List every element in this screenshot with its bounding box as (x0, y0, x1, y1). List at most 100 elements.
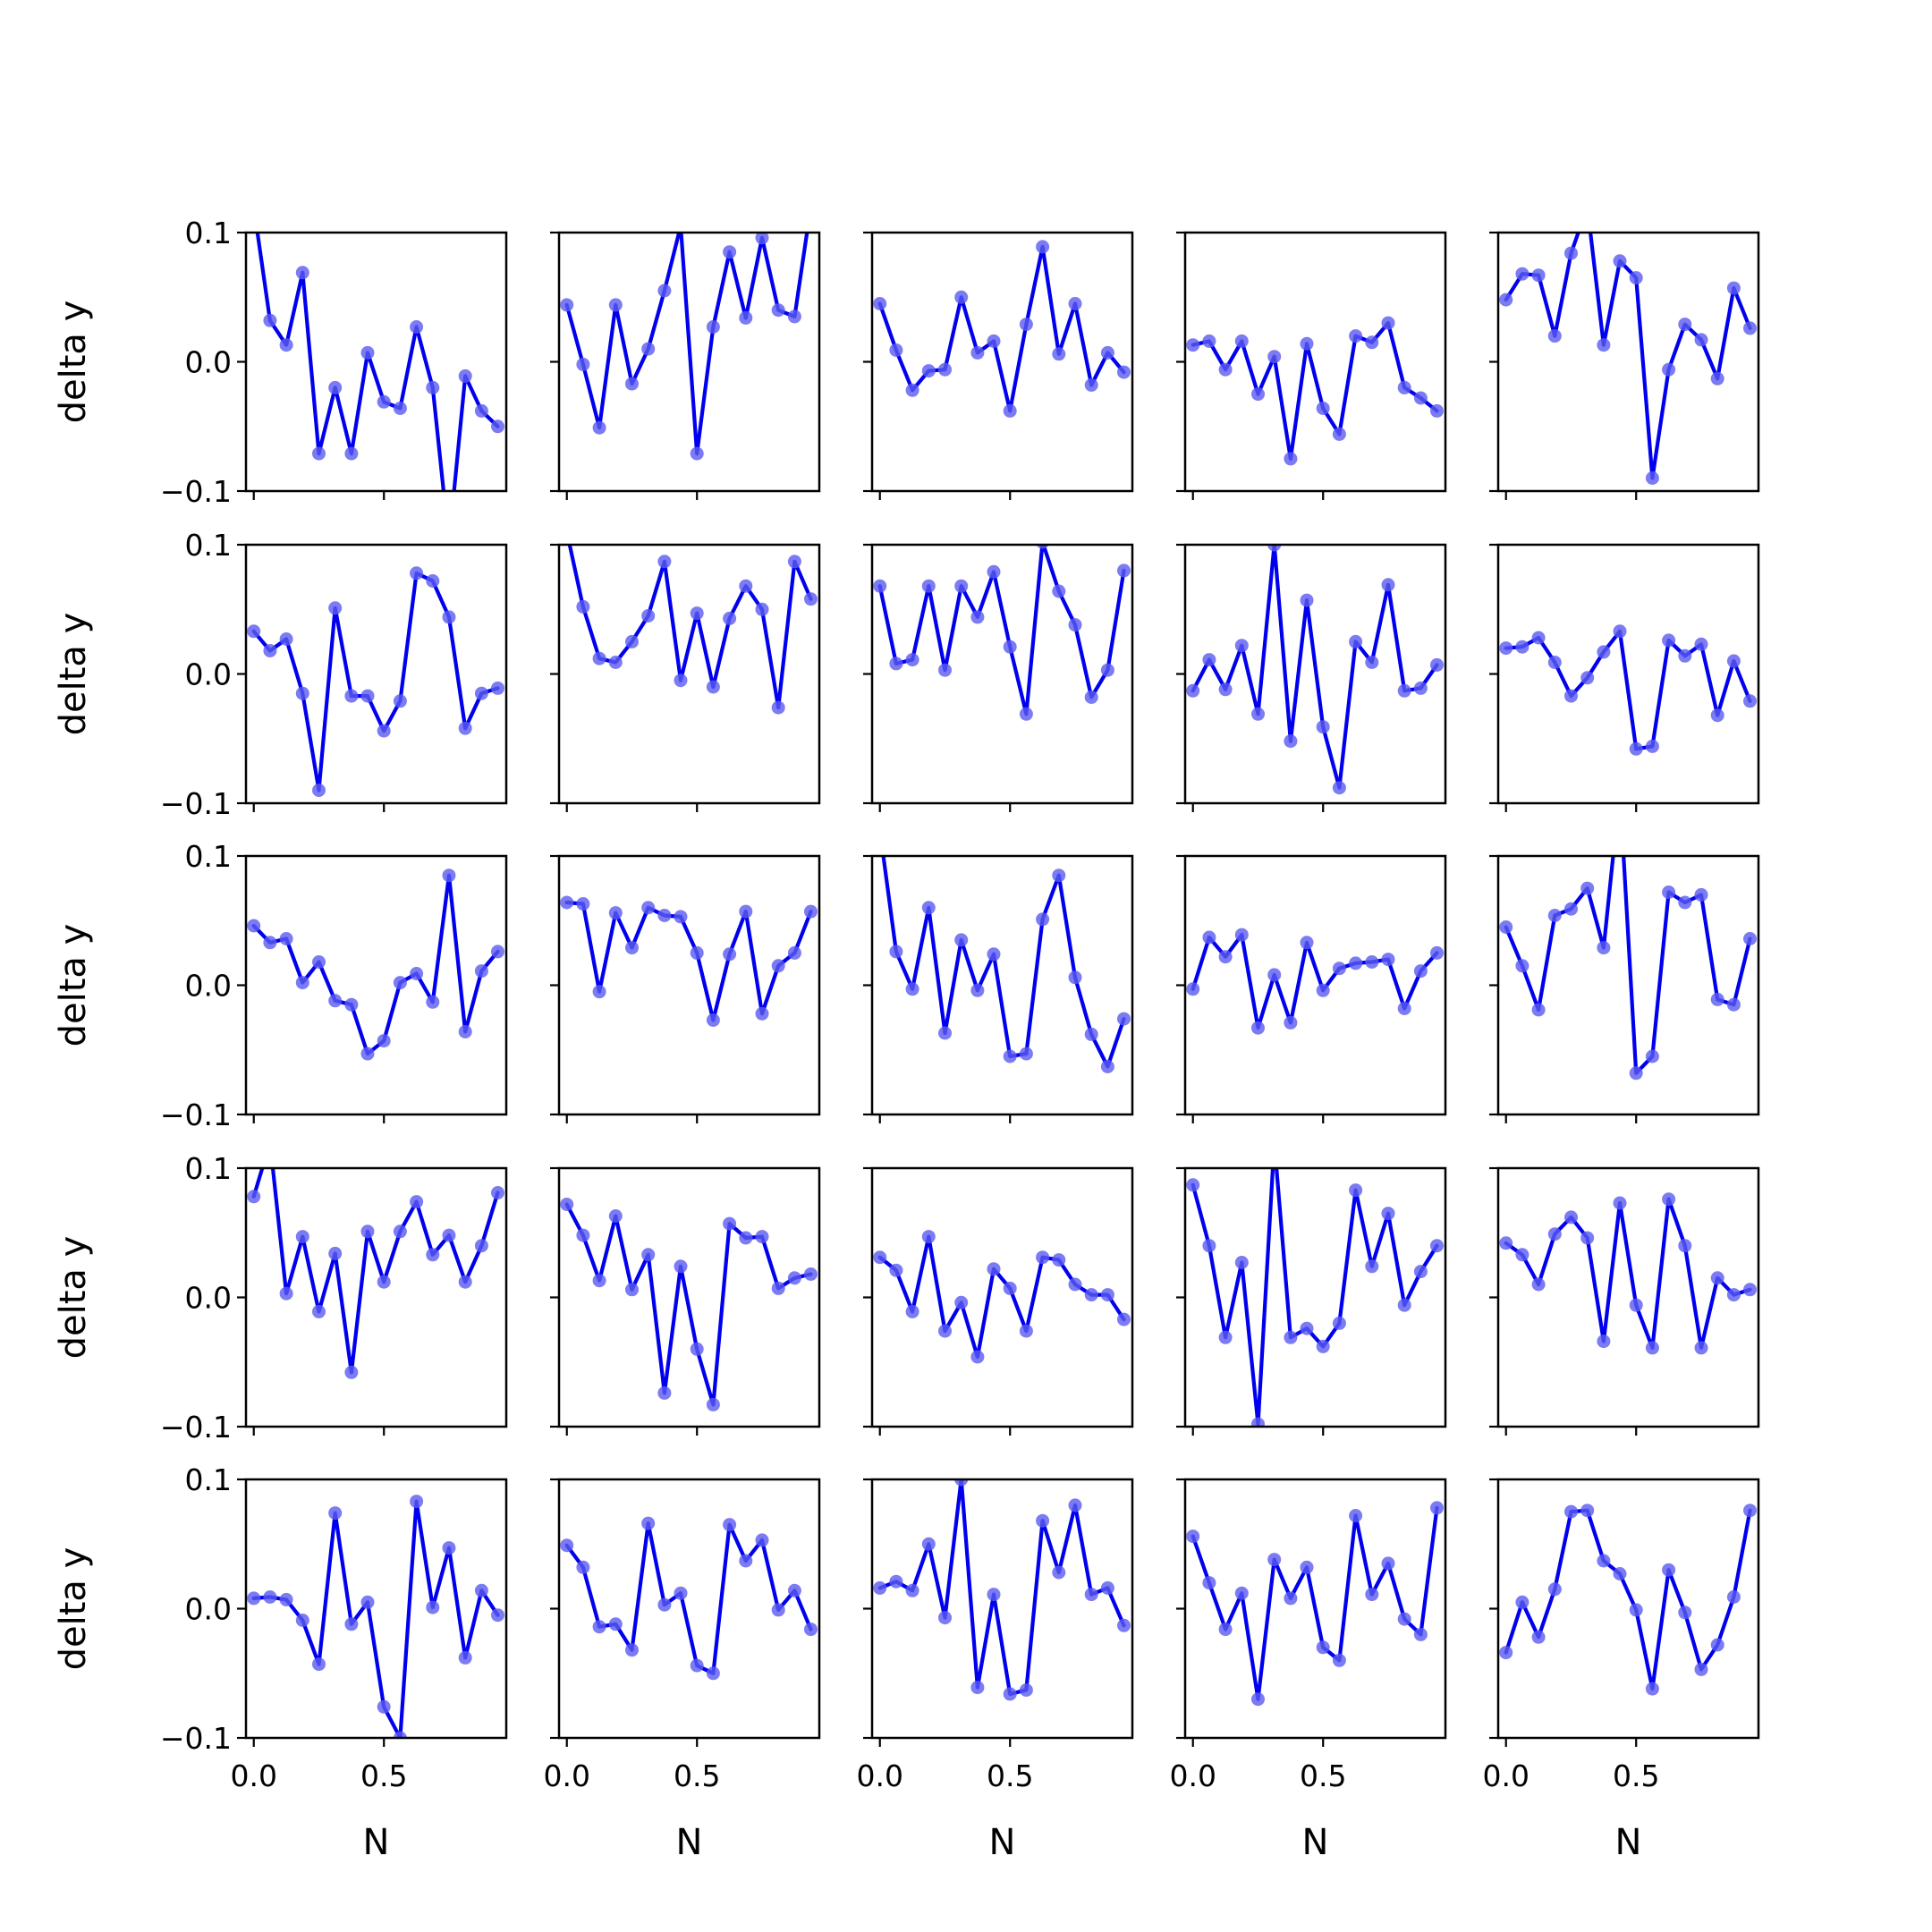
data-point (1597, 338, 1611, 352)
y-tick-label: −0.1 (160, 1721, 232, 1756)
data-point (592, 985, 606, 999)
data-point (1003, 640, 1017, 654)
data-point (1202, 1239, 1216, 1253)
data-point (1430, 657, 1444, 672)
data-point (755, 233, 769, 245)
plot-area (1186, 1168, 1444, 1427)
data-point (1645, 1341, 1659, 1355)
data-point (279, 632, 293, 646)
data-point (1284, 1330, 1298, 1344)
data-point (1117, 1618, 1131, 1632)
data-point (1365, 335, 1379, 350)
data-point (755, 1006, 769, 1021)
data-point (938, 362, 952, 377)
data-point (804, 592, 818, 606)
data-point (873, 1580, 887, 1595)
data-point (1365, 656, 1379, 669)
data-point (1068, 1498, 1082, 1513)
data-point (263, 1590, 277, 1604)
data-point (938, 1611, 952, 1625)
data-point (1710, 1638, 1724, 1652)
data-point (1332, 781, 1346, 795)
data-point (723, 611, 737, 625)
data-point (1430, 403, 1444, 418)
data-point (1036, 1513, 1050, 1528)
data-point (1694, 1341, 1708, 1355)
data-point (1662, 886, 1676, 899)
data-point (344, 446, 359, 461)
data-point (1100, 1288, 1114, 1302)
subplot-r2-c3 (863, 543, 1134, 812)
data-point (1629, 741, 1643, 756)
series-line (255, 233, 500, 491)
data-point (295, 1614, 309, 1627)
data-point (1710, 1271, 1724, 1285)
data-point (1117, 365, 1131, 379)
data-point (938, 663, 952, 677)
data-point (1662, 1192, 1676, 1207)
data-point (921, 579, 936, 593)
subplot-r3-c5 (1489, 854, 1760, 1123)
data-point (295, 1230, 309, 1244)
data-point (1662, 1563, 1676, 1577)
data-point (1515, 1595, 1530, 1609)
data-point (1564, 1504, 1578, 1519)
y-tick-label: −0.1 (160, 474, 232, 509)
data-point (1743, 694, 1757, 708)
data-point (576, 1560, 590, 1574)
data-point (393, 694, 407, 708)
data-point (657, 284, 672, 298)
series-line (251, 1499, 500, 1738)
data-point (873, 579, 887, 593)
data-point (1117, 564, 1131, 578)
data-point (970, 610, 985, 624)
data-point (328, 601, 343, 615)
data-point (1234, 1256, 1249, 1269)
data-point (1726, 997, 1741, 1012)
data-point (1251, 707, 1265, 721)
data-point (360, 1595, 375, 1609)
data-point (889, 1574, 903, 1589)
data-point (739, 1231, 753, 1245)
series-line (881, 856, 1126, 1069)
data-point (706, 320, 720, 334)
data-point (1597, 1554, 1611, 1568)
data-point (1743, 321, 1757, 335)
data-point (625, 1643, 639, 1657)
data-point (771, 959, 785, 973)
data-point (1300, 1560, 1314, 1574)
y-tick-label: 0.0 (185, 345, 232, 380)
y-tick-label: −0.1 (160, 786, 232, 821)
data-point (377, 1275, 391, 1289)
data-point (771, 303, 785, 318)
data-point (1084, 1288, 1098, 1302)
y-tick-label: 0.1 (185, 216, 232, 250)
data-point (1202, 653, 1216, 667)
data-point (576, 1228, 590, 1242)
data-point (873, 1250, 887, 1265)
data-point (954, 290, 969, 304)
data-point (1300, 593, 1314, 607)
data-point (1531, 1277, 1546, 1292)
series-line (567, 545, 813, 710)
data-point (312, 446, 326, 461)
data-point (426, 574, 440, 588)
data-point (491, 419, 504, 434)
series-line (1191, 1168, 1439, 1427)
series-line (564, 1202, 813, 1407)
data-point (970, 983, 985, 997)
y-axis-label: delta y (53, 924, 94, 1047)
data-point (1597, 941, 1611, 955)
data-point (970, 1350, 985, 1364)
data-point (1580, 881, 1595, 895)
data-point (1413, 681, 1428, 695)
series-line (564, 233, 809, 456)
data-point (889, 1263, 903, 1277)
y-tick-label: 0.0 (185, 969, 232, 1004)
data-point (1726, 1288, 1741, 1302)
data-point (458, 1025, 472, 1038)
data-point (771, 1603, 785, 1617)
data-point (755, 1533, 769, 1547)
